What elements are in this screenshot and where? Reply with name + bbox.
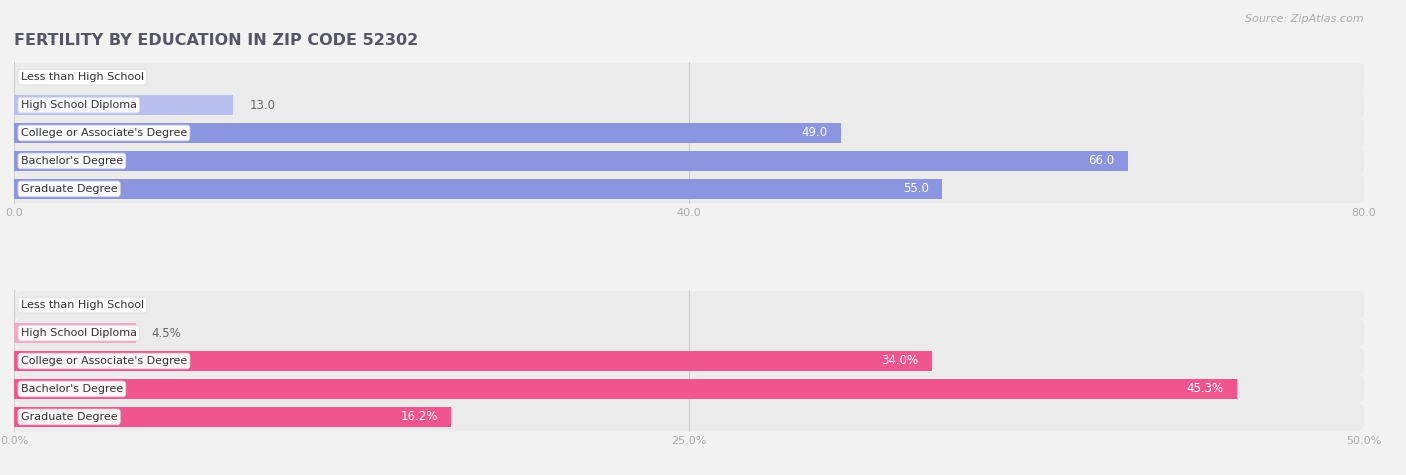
Text: 16.2%: 16.2% bbox=[401, 410, 437, 423]
FancyBboxPatch shape bbox=[14, 147, 1364, 175]
Bar bbox=[14, 151, 1128, 171]
Bar bbox=[14, 379, 1237, 399]
Text: 0.0%: 0.0% bbox=[31, 299, 60, 312]
Text: Source: ZipAtlas.com: Source: ZipAtlas.com bbox=[1246, 14, 1364, 24]
Text: Graduate Degree: Graduate Degree bbox=[21, 412, 118, 422]
FancyBboxPatch shape bbox=[14, 347, 1364, 375]
FancyBboxPatch shape bbox=[14, 375, 1364, 403]
Text: 34.0%: 34.0% bbox=[882, 354, 918, 368]
FancyBboxPatch shape bbox=[14, 291, 1364, 319]
FancyBboxPatch shape bbox=[14, 175, 1364, 203]
Text: 66.0: 66.0 bbox=[1088, 154, 1114, 168]
FancyBboxPatch shape bbox=[14, 63, 1364, 91]
Bar bbox=[14, 95, 233, 115]
Text: Bachelor's Degree: Bachelor's Degree bbox=[21, 384, 122, 394]
FancyBboxPatch shape bbox=[14, 119, 1364, 147]
Bar bbox=[14, 179, 942, 199]
Bar bbox=[14, 407, 451, 427]
Text: Less than High School: Less than High School bbox=[21, 72, 143, 82]
Text: High School Diploma: High School Diploma bbox=[21, 100, 136, 110]
Text: College or Associate's Degree: College or Associate's Degree bbox=[21, 128, 187, 138]
Text: Less than High School: Less than High School bbox=[21, 300, 143, 310]
Text: 0.0: 0.0 bbox=[31, 71, 49, 84]
Text: Graduate Degree: Graduate Degree bbox=[21, 184, 118, 194]
Text: 4.5%: 4.5% bbox=[152, 326, 181, 340]
Text: FERTILITY BY EDUCATION IN ZIP CODE 52302: FERTILITY BY EDUCATION IN ZIP CODE 52302 bbox=[14, 33, 419, 48]
FancyBboxPatch shape bbox=[14, 403, 1364, 431]
Bar bbox=[14, 323, 135, 343]
Text: 49.0: 49.0 bbox=[801, 126, 827, 140]
Bar bbox=[14, 351, 932, 371]
FancyBboxPatch shape bbox=[14, 319, 1364, 347]
Text: College or Associate's Degree: College or Associate's Degree bbox=[21, 356, 187, 366]
Bar bbox=[14, 123, 841, 143]
Text: 55.0: 55.0 bbox=[903, 182, 928, 195]
Text: High School Diploma: High School Diploma bbox=[21, 328, 136, 338]
FancyBboxPatch shape bbox=[14, 91, 1364, 119]
Text: Bachelor's Degree: Bachelor's Degree bbox=[21, 156, 122, 166]
Text: 45.3%: 45.3% bbox=[1187, 382, 1223, 396]
Text: 13.0: 13.0 bbox=[250, 98, 276, 112]
